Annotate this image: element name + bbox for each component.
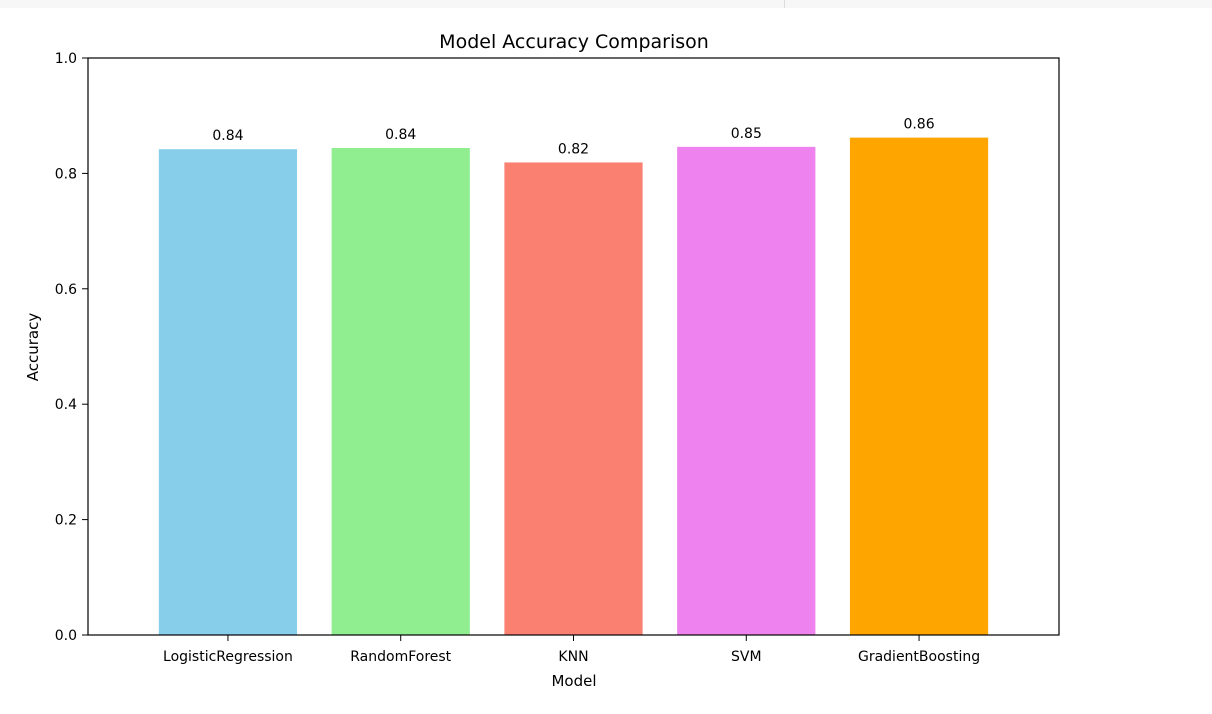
x-tick-label: KNN	[558, 649, 588, 665]
bar-knn	[504, 162, 643, 635]
x-tick-label: SVM	[731, 649, 762, 665]
y-tick-label: 0.6	[55, 282, 77, 298]
bar-value-label: 0.85	[731, 126, 762, 142]
y-tick-label: 0.0	[55, 628, 77, 644]
bar-logisticregression	[158, 149, 298, 635]
notebook-top-strip	[0, 0, 1212, 8]
y-tick-label: 0.8	[55, 166, 77, 182]
x-tick-label: LogisticRegression	[163, 649, 293, 665]
bars-group	[158, 137, 989, 635]
y-tick-label: 1.0	[55, 51, 77, 67]
bar-value-labels: 0.84 0.84 0.82 0.85 0.86	[212, 117, 934, 158]
x-axis-ticks: LogisticRegression RandomForest KNN SVM Grad…	[163, 635, 980, 665]
y-tick-label: 0.2	[55, 513, 77, 529]
bar-randomforest	[331, 148, 470, 635]
chart-title: Model Accuracy Comparison	[439, 31, 709, 53]
bar-value-label: 0.82	[558, 141, 589, 157]
bar-gradientboosting	[849, 137, 989, 635]
bar-value-label: 0.84	[212, 128, 243, 144]
x-tick-label: GradientBoosting	[858, 649, 980, 665]
bar-svm	[677, 146, 816, 635]
x-axis-label: Model	[551, 672, 596, 690]
panel-divider	[784, 0, 785, 8]
bar-value-label: 0.84	[385, 127, 416, 143]
y-tick-label: 0.4	[55, 397, 77, 413]
bar-value-label: 0.86	[903, 117, 934, 133]
y-axis-label: Accuracy	[24, 313, 42, 382]
plot-area-frame	[87, 57, 1060, 636]
x-tick-label: RandomForest	[350, 649, 451, 665]
y-axis-ticks: 0.0 0.2 0.4 0.6 0.8 1.0	[55, 51, 88, 644]
